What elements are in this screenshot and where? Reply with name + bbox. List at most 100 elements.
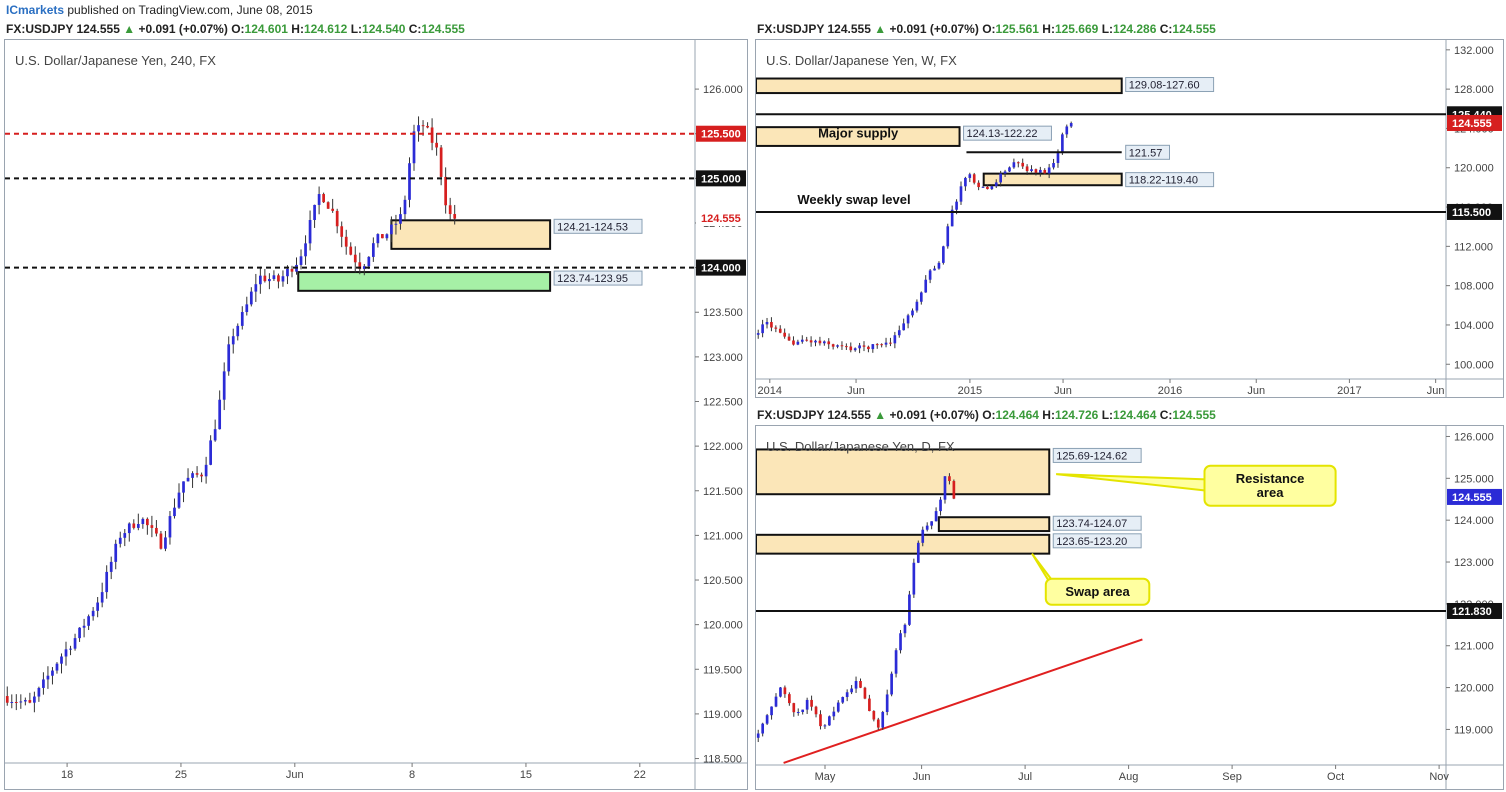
level-label: 125.000 [701,173,741,185]
candle-body [87,616,90,626]
candle-body [977,182,980,188]
candle-body [173,507,176,517]
daily-header: FX:USDJPY 124.555 ▲ +0.091 (+0.07%) O:12… [757,408,1216,422]
candle-body [845,346,848,348]
chart-title: U.S. Dollar/Japanese Yen, W, FX [766,53,957,68]
candle-body [770,706,773,716]
h4-open: 124.601 [244,22,288,36]
candle-body [868,698,871,712]
candle-body [100,592,104,603]
candle-body [858,345,861,349]
y-tick-label: 119.000 [703,709,742,721]
callout-box [1044,577,1151,606]
h4-close: 124.555 [421,22,465,36]
candle-body [159,533,163,549]
candle-body [114,543,118,562]
candle-body [191,473,194,478]
h4-price: 124.555 [76,22,120,36]
candle-body [871,344,875,350]
h4-change: +0.091 (+0.07%) [138,22,228,36]
candle-body [832,711,836,717]
candle-body [921,529,925,543]
annotation-text: Weekly swap level [797,192,910,207]
candle-body [796,341,800,345]
candle-body [778,328,782,333]
level-label-box [696,125,746,142]
candle-body [1065,126,1069,135]
candle-body [906,315,910,324]
y-tick-label: 128.000 [1454,84,1494,96]
y-tick-label: 100.000 [1454,359,1494,371]
candle-body [195,473,199,475]
candle-body [430,127,434,143]
y-tick-label: 120.000 [1454,163,1494,175]
y-tick-label: 122.500 [703,397,743,409]
candle-body [761,324,764,334]
zone-label-box [963,125,1052,141]
candle-body [919,292,923,302]
publisher-brand[interactable]: ICmarkets [6,3,65,17]
y-tick-label: 121.000 [703,530,743,542]
candle-body [408,163,411,200]
candle-body [867,346,870,350]
candle-body [859,681,862,688]
candle-body [1056,153,1060,164]
candle-body [426,125,429,128]
candle-body [37,687,41,697]
candle-body [939,499,942,512]
candle-body [286,268,289,277]
candle-body [240,312,244,326]
segment-label: 121.57 [1129,147,1163,159]
y-tick-label: 125.000 [1454,473,1494,485]
candle-body [986,186,989,190]
current-price-box [1447,488,1502,505]
daily-chart[interactable]: 119.000120.000121.000122.000123.000124.0… [756,426,1503,789]
candle-body [1047,167,1051,174]
candle-body [105,571,109,593]
h4-chart-panel[interactable]: 118.500 119.000 119.500 120.000 120.500 121.0… [4,39,748,790]
y-tick-label: 122.000 [703,441,743,453]
x-tick-label: Nov [1429,771,1449,783]
candle-body [756,333,760,335]
candle-body [344,236,348,247]
x-tick-label: Sep [1222,771,1242,783]
daily-close: 124.555 [1172,408,1216,422]
candle-body [841,697,845,703]
candle-body [899,633,902,651]
weekly-open: 125.561 [995,22,1039,36]
candle-body [258,275,262,285]
level-label-box [1447,203,1502,220]
y-tick-label: 120.500 [703,575,743,587]
candle-body [885,694,889,712]
candle-body [999,173,1002,183]
candle-body [46,675,50,680]
y-tick-label: 118.500 [703,754,742,766]
candle-body [810,699,813,707]
zone-box [937,516,1051,533]
zone-label: 123.74-123.95 [557,273,628,285]
h4-chart[interactable]: 118.500 119.000 119.500 120.000 120.500 121.0… [5,40,747,789]
candle-body [417,125,420,132]
candle-body [371,243,375,257]
weekly-chart-panel[interactable]: 100.000104.000108.000112.000116.000120.0… [755,39,1504,398]
candle-body [1069,123,1073,127]
candle-body [263,275,267,282]
callout-box [1203,464,1337,507]
daily-chart-panel[interactable]: 119.000120.000121.000122.000123.000124.0… [755,425,1504,790]
candle-body [845,692,849,698]
zone-label-box [1125,77,1215,93]
candle-body [331,208,335,211]
candle-body [756,733,760,738]
weekly-chart[interactable]: 100.000104.000108.000112.000116.000120.0… [756,40,1503,397]
candle-body [231,336,235,345]
candle-body [792,703,796,713]
y-tick-label: 132.000 [1454,45,1494,57]
candle-body [890,673,893,695]
x-tick-label: Jun [847,385,865,397]
candle-body [1052,163,1055,168]
candle-body [23,700,27,702]
candle-body [136,524,140,528]
zone-label: 118.22-119.40 [1129,175,1198,187]
candle-body [783,332,786,337]
candle-body [805,699,809,710]
